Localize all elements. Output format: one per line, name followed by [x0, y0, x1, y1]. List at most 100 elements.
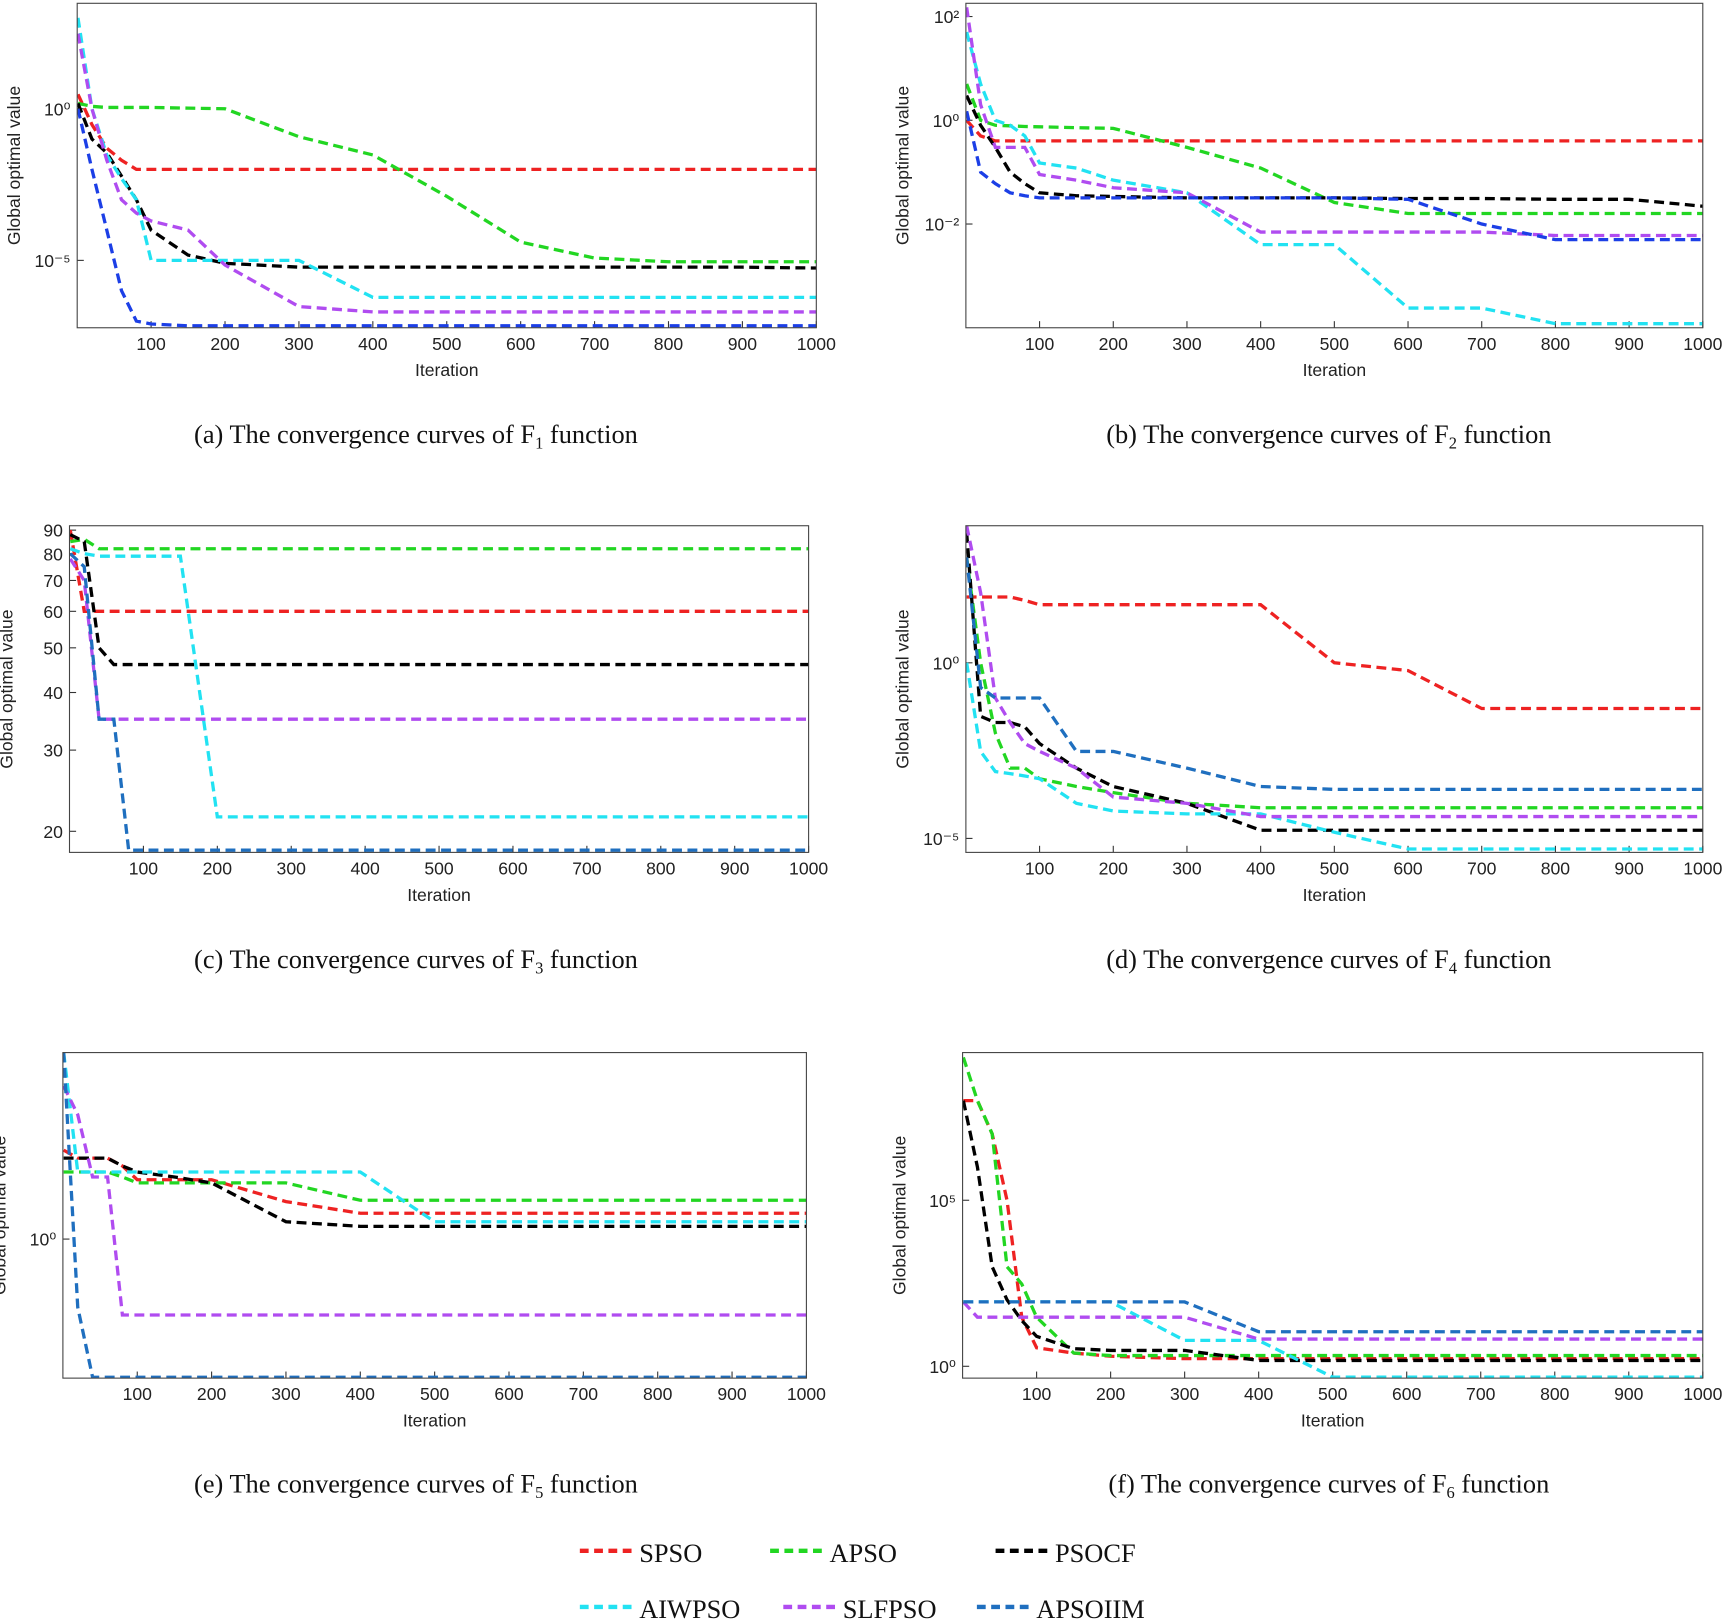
x-tick-label: 900	[1614, 858, 1644, 878]
series-line	[965, 662, 1703, 851]
series-line	[965, 525, 1703, 819]
x-tick-label: 200	[1099, 858, 1129, 878]
y-tick-label: 10⁰	[30, 1230, 57, 1250]
x-axis-label: Iteration	[403, 1411, 467, 1431]
x-tick-label: 600	[1393, 334, 1423, 354]
plot-area	[965, 3, 1703, 328]
x-tick-label: 600	[506, 334, 536, 354]
series-line	[69, 537, 809, 551]
series-line	[69, 557, 809, 721]
caption-text: function	[1455, 1469, 1550, 1499]
series-line	[77, 102, 817, 270]
series-line	[963, 1300, 1703, 1334]
x-tick-label: 1000	[1683, 858, 1722, 878]
caption-subscript: 4	[1449, 958, 1457, 977]
plot-frame	[62, 1052, 807, 1379]
y-tick-label: 10⁰	[929, 1357, 956, 1377]
caption-text: (e) The convergence curves of F	[194, 1469, 535, 1499]
x-tick-label: 400	[346, 1384, 376, 1404]
y-tick-label: 50	[43, 638, 63, 658]
caption-text: (a) The convergence curves of F	[194, 419, 535, 449]
x-tick-label: 600	[498, 858, 528, 878]
x-tick-label: 700	[580, 334, 610, 354]
caption: (b) The convergence curves of F2 functio…	[1106, 419, 1551, 452]
legend-label: SPSO	[639, 1538, 702, 1568]
caption-text: (d) The convergence curves of F	[1106, 944, 1449, 974]
x-axis-label: Iteration	[1301, 1411, 1365, 1431]
caption-text: function	[543, 419, 638, 449]
series-line	[62, 1085, 807, 1317]
y-tick-label: 10⁰	[44, 99, 71, 119]
plot-frame	[76, 2, 817, 329]
x-tick-label: 600	[1393, 858, 1423, 878]
legend-label: PSOCF	[1055, 1538, 1136, 1568]
x-axis-label: Iteration	[415, 360, 479, 380]
series-line	[965, 119, 1703, 143]
caption-subscript: 3	[535, 958, 543, 977]
x-tick-label: 1000	[787, 1384, 826, 1404]
series-line	[962, 1300, 1703, 1341]
legend-label: APSOIIM	[1036, 1594, 1144, 1619]
x-tick-label: 400	[1246, 334, 1276, 354]
y-tick-label: 20	[43, 822, 63, 842]
y-tick-label: 10⁻⁵	[34, 251, 70, 271]
series-line	[965, 7, 1703, 238]
series-line	[965, 31, 1703, 326]
x-axis-label: Iteration	[407, 885, 471, 905]
x-tick-label: 300	[1172, 334, 1202, 354]
y-tick-label: 70	[43, 571, 63, 591]
y-tick-label: 10⁵	[929, 1191, 956, 1211]
x-tick-label: 300	[277, 858, 307, 878]
x-tick-label: 500	[424, 858, 454, 878]
x-tick-label: 900	[720, 858, 750, 878]
plot-frame	[965, 525, 1704, 853]
x-tick-label: 300	[1172, 858, 1202, 878]
x-tick-label: 900	[1614, 1384, 1644, 1404]
series-line	[77, 93, 817, 172]
series-line	[966, 595, 1703, 711]
x-tick-label: 500	[1320, 334, 1350, 354]
y-tick-label: 10⁻⁵	[923, 829, 959, 849]
x-tick-label: 700	[1467, 858, 1497, 878]
series-line	[69, 529, 809, 613]
x-tick-label: 300	[1170, 1384, 1200, 1404]
caption-text: (b) The convergence curves of F	[1106, 419, 1449, 449]
series-line	[962, 1056, 1703, 1358]
x-tick-label: 800	[1541, 858, 1571, 878]
x-tick-label: 500	[1320, 858, 1350, 878]
x-tick-label: 900	[728, 334, 758, 354]
caption-subscript: 6	[1447, 1483, 1455, 1502]
caption: (d) The convergence curves of F4 functio…	[1106, 944, 1551, 977]
caption-text: (c) The convergence curves of F	[194, 944, 535, 974]
x-tick-label: 500	[432, 334, 462, 354]
x-tick-label: 700	[572, 858, 602, 878]
plot-area	[962, 1052, 1703, 1379]
y-tick-label: 10⁰	[933, 111, 960, 131]
plot-frame	[68, 525, 810, 853]
x-tick-label: 200	[203, 858, 233, 878]
x-tick-label: 800	[1540, 1384, 1570, 1404]
series-line	[77, 17, 817, 300]
y-axis-label: Global optimal value	[893, 609, 913, 768]
plot-frame	[962, 1052, 1704, 1379]
legend-label: SLFPSO	[843, 1594, 937, 1619]
x-tick-label: 800	[1541, 334, 1571, 354]
x-tick-label: 200	[197, 1384, 227, 1404]
x-tick-label: 400	[350, 858, 380, 878]
plot-area	[965, 525, 1703, 853]
y-tick-label: 10²	[934, 7, 960, 27]
series-line	[77, 33, 817, 314]
caption: (a) The convergence curves of F1 functio…	[194, 419, 638, 452]
x-tick-label: 700	[1467, 334, 1497, 354]
x-tick-label: 1000	[789, 858, 828, 878]
x-tick-label: 300	[271, 1384, 301, 1404]
x-tick-label: 1000	[1683, 334, 1722, 354]
series-line	[965, 110, 1703, 242]
y-tick-label: 90	[43, 521, 63, 541]
x-tick-label: 200	[210, 334, 240, 354]
x-tick-label: 100	[123, 1384, 153, 1404]
x-tick-label: 100	[136, 334, 166, 354]
y-tick-label: 40	[43, 683, 63, 703]
series-line	[965, 557, 1703, 810]
series-line	[62, 1052, 807, 1224]
